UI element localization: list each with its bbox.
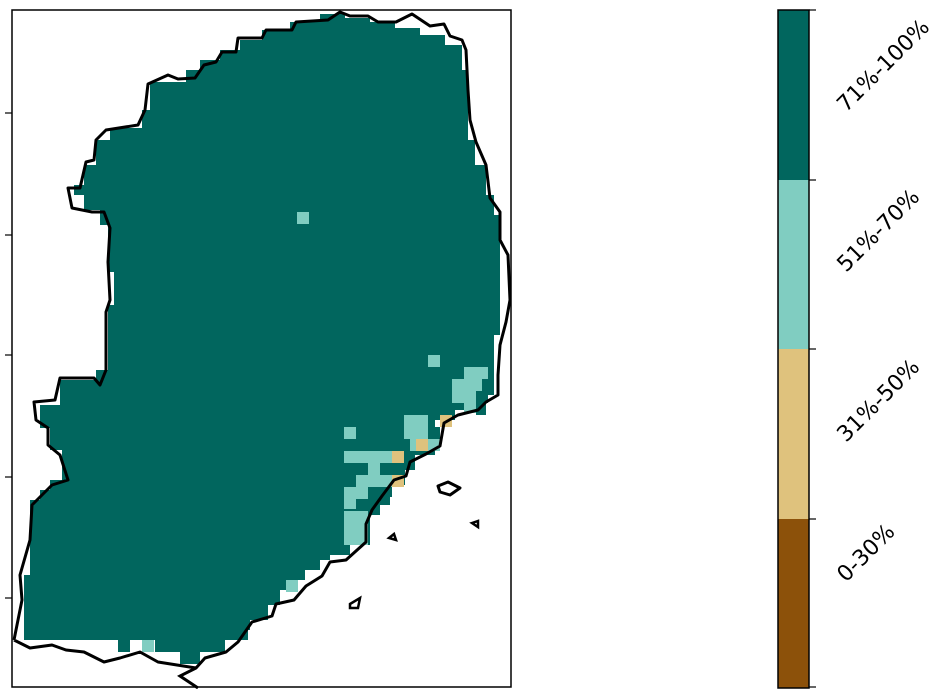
map-y-ticks (5, 112, 12, 599)
country-boundary (12, 10, 512, 670)
island-4 (348, 595, 362, 610)
colorbar-swatch-71-100 (778, 10, 809, 180)
colorbar-swatch-0-30 (778, 519, 809, 688)
island-3 (386, 531, 398, 542)
colorbar-label-0-30: 0-30% (833, 519, 901, 587)
colorbar-swatch-31-50 (778, 349, 809, 519)
colorbar-swatch-51-70 (778, 180, 809, 349)
colorbar: 0-30% 31%-50% 51%-70% 71%-100% (777, 9, 935, 689)
island-2 (469, 519, 480, 530)
region-grid-fill (24, 14, 500, 664)
colorbar-label-31-50: 31%-50% (833, 355, 925, 447)
colorbar-label-51-70: 51%-70% (833, 185, 925, 277)
island-1 (436, 480, 462, 497)
colorbar-label-71-100: 71%-100% (833, 15, 935, 117)
colorbar-ticks (809, 9, 816, 688)
southern-boundary (177, 666, 199, 689)
